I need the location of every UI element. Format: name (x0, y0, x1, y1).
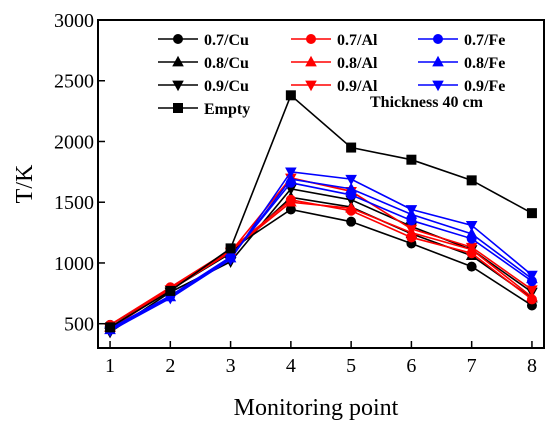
data-point (105, 322, 116, 333)
plot-frame (97, 19, 545, 349)
data-point (345, 202, 357, 213)
legend-marker (432, 55, 444, 67)
data-point (465, 227, 478, 239)
y-tick-label: 1500 (54, 192, 94, 214)
legend-item: 0.9/Al (291, 78, 378, 95)
x-tick-label: 1 (105, 355, 115, 377)
legend: 0.7/Cu 0.8/Cu 0.9/Cu 0.7/Al 0.8/Al 0.9/Al 0.7/… (158, 32, 505, 118)
x-tick-label: 6 (406, 355, 416, 377)
legend-label: 0.9/Cu (204, 78, 249, 95)
legend-item: 0.8/Fe (418, 55, 505, 72)
series-line (109, 187, 533, 333)
legend-marker (172, 55, 184, 67)
data-point (406, 154, 417, 165)
legend-item: 0.8/Cu (158, 55, 249, 72)
legend-label: 0.7/Fe (464, 32, 505, 49)
data-point (346, 142, 357, 153)
legend-marker (173, 34, 183, 44)
legend-item: 0.9/Cu (158, 78, 249, 95)
legend-marker (433, 34, 443, 44)
data-point (345, 174, 357, 186)
legend-label: 0.8/Fe (464, 55, 505, 72)
data-point (466, 175, 477, 186)
y-axis-ticks: 500 1000 1500 2000 2500 3000 (54, 10, 105, 336)
legend-label: 0.8/Al (337, 55, 378, 72)
annotation-text: Thickness 40 cm (370, 94, 484, 111)
x-tick-label: 4 (286, 355, 296, 377)
series-0-9-cu (104, 184, 538, 339)
data-point (285, 90, 296, 101)
data-point (526, 208, 537, 219)
data-point (285, 172, 297, 184)
data-point (285, 196, 297, 207)
series-line (109, 178, 533, 331)
legend-marker (305, 80, 317, 92)
legend-marker (306, 34, 316, 44)
legend-marker (172, 80, 184, 92)
data-point (224, 254, 237, 266)
legend-item: 0.7/Al (291, 32, 378, 49)
legend-item: 0.9/Fe (418, 78, 505, 95)
series-line (109, 181, 533, 330)
data-point (526, 290, 538, 302)
legend-marker (432, 80, 444, 92)
x-axis-label: Monitoring point (234, 395, 399, 421)
legend-label: 0.8/Cu (204, 55, 249, 72)
x-tick-label: 7 (467, 355, 477, 377)
x-tick-label: 8 (527, 355, 537, 377)
data-point (405, 205, 418, 216)
plot-area (97, 19, 545, 349)
legend-item: 0.7/Cu (158, 32, 249, 49)
legend-marker (305, 55, 317, 67)
legend-label: Empty (204, 101, 250, 118)
legend-item: Empty (158, 101, 250, 118)
x-tick-label: 5 (346, 355, 356, 377)
series-line (109, 198, 533, 326)
x-tick-label: 3 (226, 355, 236, 377)
y-axis-label: T/K (12, 164, 38, 203)
data-point (285, 167, 297, 179)
data-point (225, 243, 236, 254)
legend-label: 0.7/Al (337, 32, 378, 49)
y-tick-label: 1000 (54, 253, 94, 275)
data-point (526, 270, 538, 282)
x-tick-label: 2 (165, 355, 175, 377)
x-axis-ticks: 1 2 3 4 5 6 7 8 (105, 341, 537, 377)
legend-item: 0.8/Al (291, 55, 378, 72)
data-point (165, 285, 176, 296)
y-tick-label: 2500 (54, 71, 94, 93)
data-point (465, 220, 478, 232)
series-line (109, 201, 533, 329)
data-point (345, 182, 357, 194)
legend-label: 0.7/Cu (204, 32, 249, 49)
legend-label: 0.9/Al (337, 78, 378, 95)
series-empty (105, 90, 537, 333)
y-tick-label: 3000 (54, 10, 94, 32)
series-line (109, 196, 533, 329)
data-point (466, 261, 477, 272)
legend-label: 0.9/Fe (464, 78, 505, 95)
y-tick-label: 2000 (54, 131, 94, 153)
series-line (109, 93, 533, 329)
legend-marker (173, 103, 183, 113)
legend-item: 0.7/Fe (418, 32, 505, 49)
data-point (346, 216, 357, 227)
y-tick-label: 500 (64, 314, 94, 336)
series-layer (104, 90, 538, 339)
series-line (109, 170, 533, 332)
